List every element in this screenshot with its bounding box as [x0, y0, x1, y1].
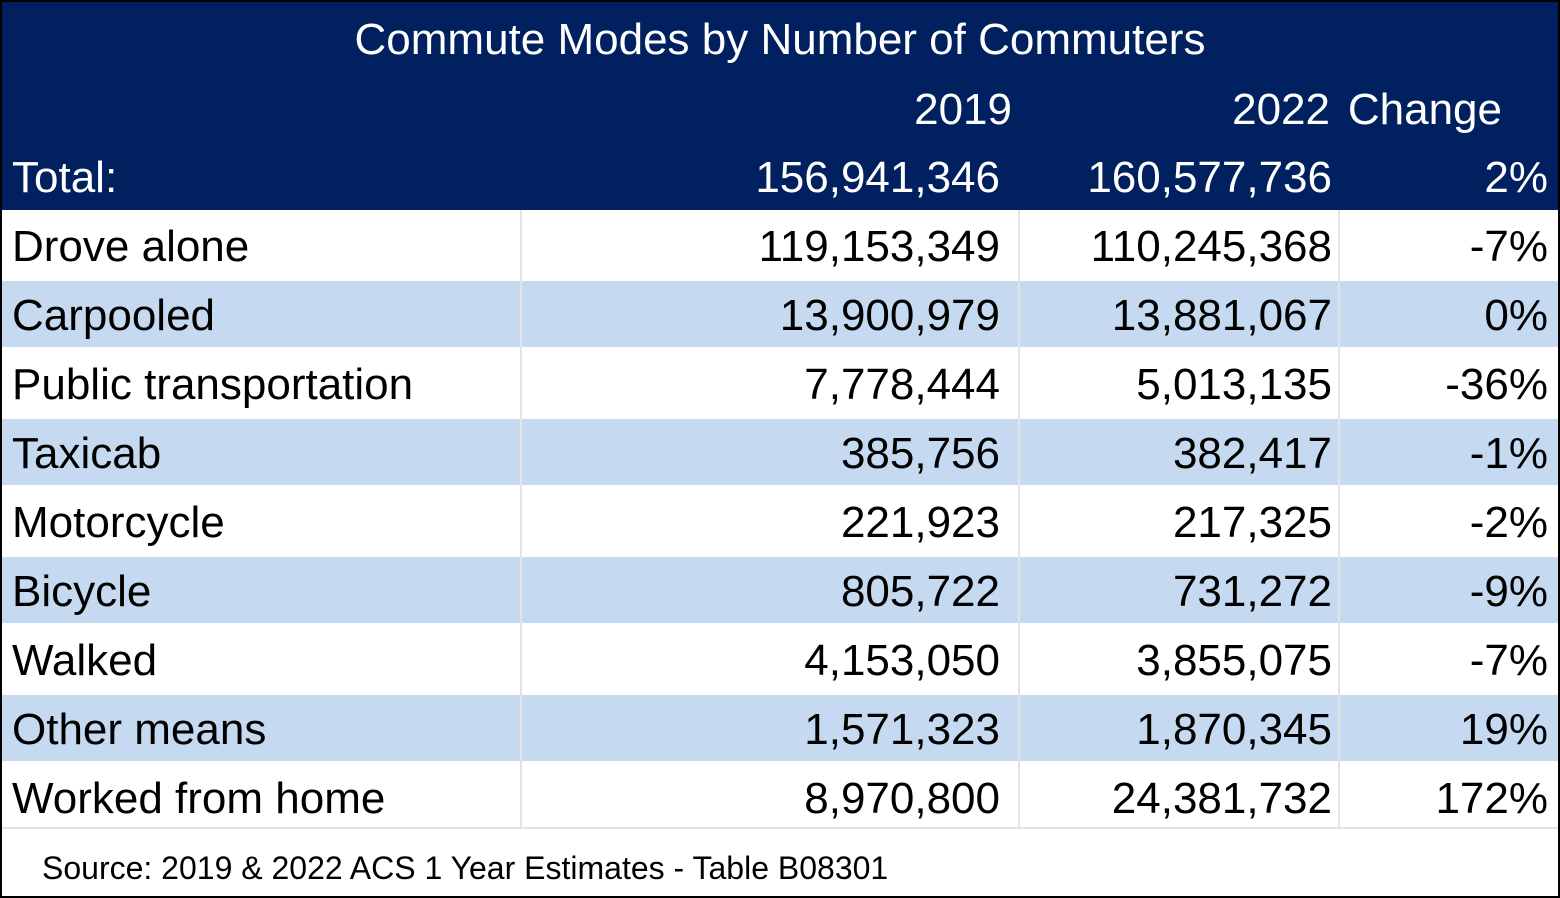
table-row: Public transportation 7,778,444 5,013,135 -…: [2, 350, 1558, 416]
cell-change: -7%: [1469, 222, 1548, 271]
table-row: Walked 4,153,050 3,855,075 -7%: [2, 626, 1558, 692]
table-row: Motorcycle 221,923 217,325 -2%: [2, 488, 1558, 554]
cell-2019: 119,153,349: [758, 222, 1000, 271]
total-2022: 160,577,736: [1087, 153, 1332, 202]
cell-2019: 805,722: [840, 567, 1000, 616]
table-bottom-rule: [2, 827, 1558, 829]
cell-change: 0%: [1484, 291, 1548, 340]
row-label: Taxicab: [12, 429, 162, 478]
cell-2022: 3,855,075: [1136, 636, 1332, 685]
table-row: Worked from home 8,970,800 24,381,732 172%: [2, 764, 1558, 830]
cell-2022: 382,417: [1172, 429, 1332, 478]
row-label: Bicycle: [12, 567, 152, 616]
row-label: Motorcycle: [12, 498, 225, 547]
column-divider: [520, 210, 522, 828]
table-row: Bicycle 805,722 731,272 -9%: [2, 557, 1558, 623]
cell-2019: 4,153,050: [804, 636, 1000, 685]
cell-2019: 13,900,979: [779, 291, 1000, 340]
cell-2022: 217,325: [1172, 498, 1332, 547]
table-row: Taxicab 385,756 382,417 -1%: [2, 419, 1558, 485]
column-divider: [1338, 210, 1340, 828]
cell-change: 172%: [1435, 774, 1548, 823]
column-header-2019: 2019: [914, 85, 1012, 134]
source-note: Source: 2019 & 2022 ACS 1 Year Estimates…: [42, 850, 889, 886]
cell-2022: 110,245,368: [1090, 222, 1332, 271]
cell-2022: 24,381,732: [1111, 774, 1332, 823]
cell-2019: 1,571,323: [804, 705, 1000, 754]
table-row: Other means 1,571,323 1,870,345 19%: [2, 695, 1558, 761]
cell-2022: 5,013,135: [1136, 360, 1332, 409]
total-change: 2%: [1484, 153, 1548, 202]
table-row: Drove alone 119,153,349 110,245,368 -7%: [2, 212, 1558, 278]
cell-change: -36%: [1445, 360, 1548, 409]
cell-2022: 1,870,345: [1136, 705, 1332, 754]
table-header: Commute Modes by Number of Commuters 201…: [2, 2, 1558, 210]
row-label: Walked: [12, 636, 158, 685]
row-label: Worked from home: [12, 774, 386, 823]
cell-2019: 7,778,444: [804, 360, 1000, 409]
cell-change: -9%: [1469, 567, 1548, 616]
row-label: Other means: [12, 705, 267, 754]
row-label: Drove alone: [12, 222, 250, 271]
total-label: Total:: [12, 153, 118, 202]
cell-change: -2%: [1469, 498, 1548, 547]
column-divider: [1018, 210, 1020, 828]
cell-change: -1%: [1469, 429, 1548, 478]
column-header-change: Change: [1347, 85, 1502, 134]
cell-change: 19%: [1459, 705, 1548, 754]
total-2019: 156,941,346: [755, 153, 1000, 202]
cell-change: -7%: [1469, 636, 1548, 685]
column-header-2022: 2022: [1232, 85, 1330, 134]
table-row: Carpooled 13,900,979 13,881,067 0%: [2, 281, 1558, 347]
cell-2019: 221,923: [840, 498, 1000, 547]
table-title: Commute Modes by Number of Commuters: [354, 15, 1206, 64]
cell-2022: 731,272: [1172, 567, 1332, 616]
cell-2019: 385,756: [840, 429, 1000, 478]
cell-2019: 8,970,800: [804, 774, 1000, 823]
cell-2022: 13,881,067: [1111, 291, 1332, 340]
row-label: Public transportation: [12, 360, 414, 409]
row-label: Carpooled: [12, 291, 216, 340]
